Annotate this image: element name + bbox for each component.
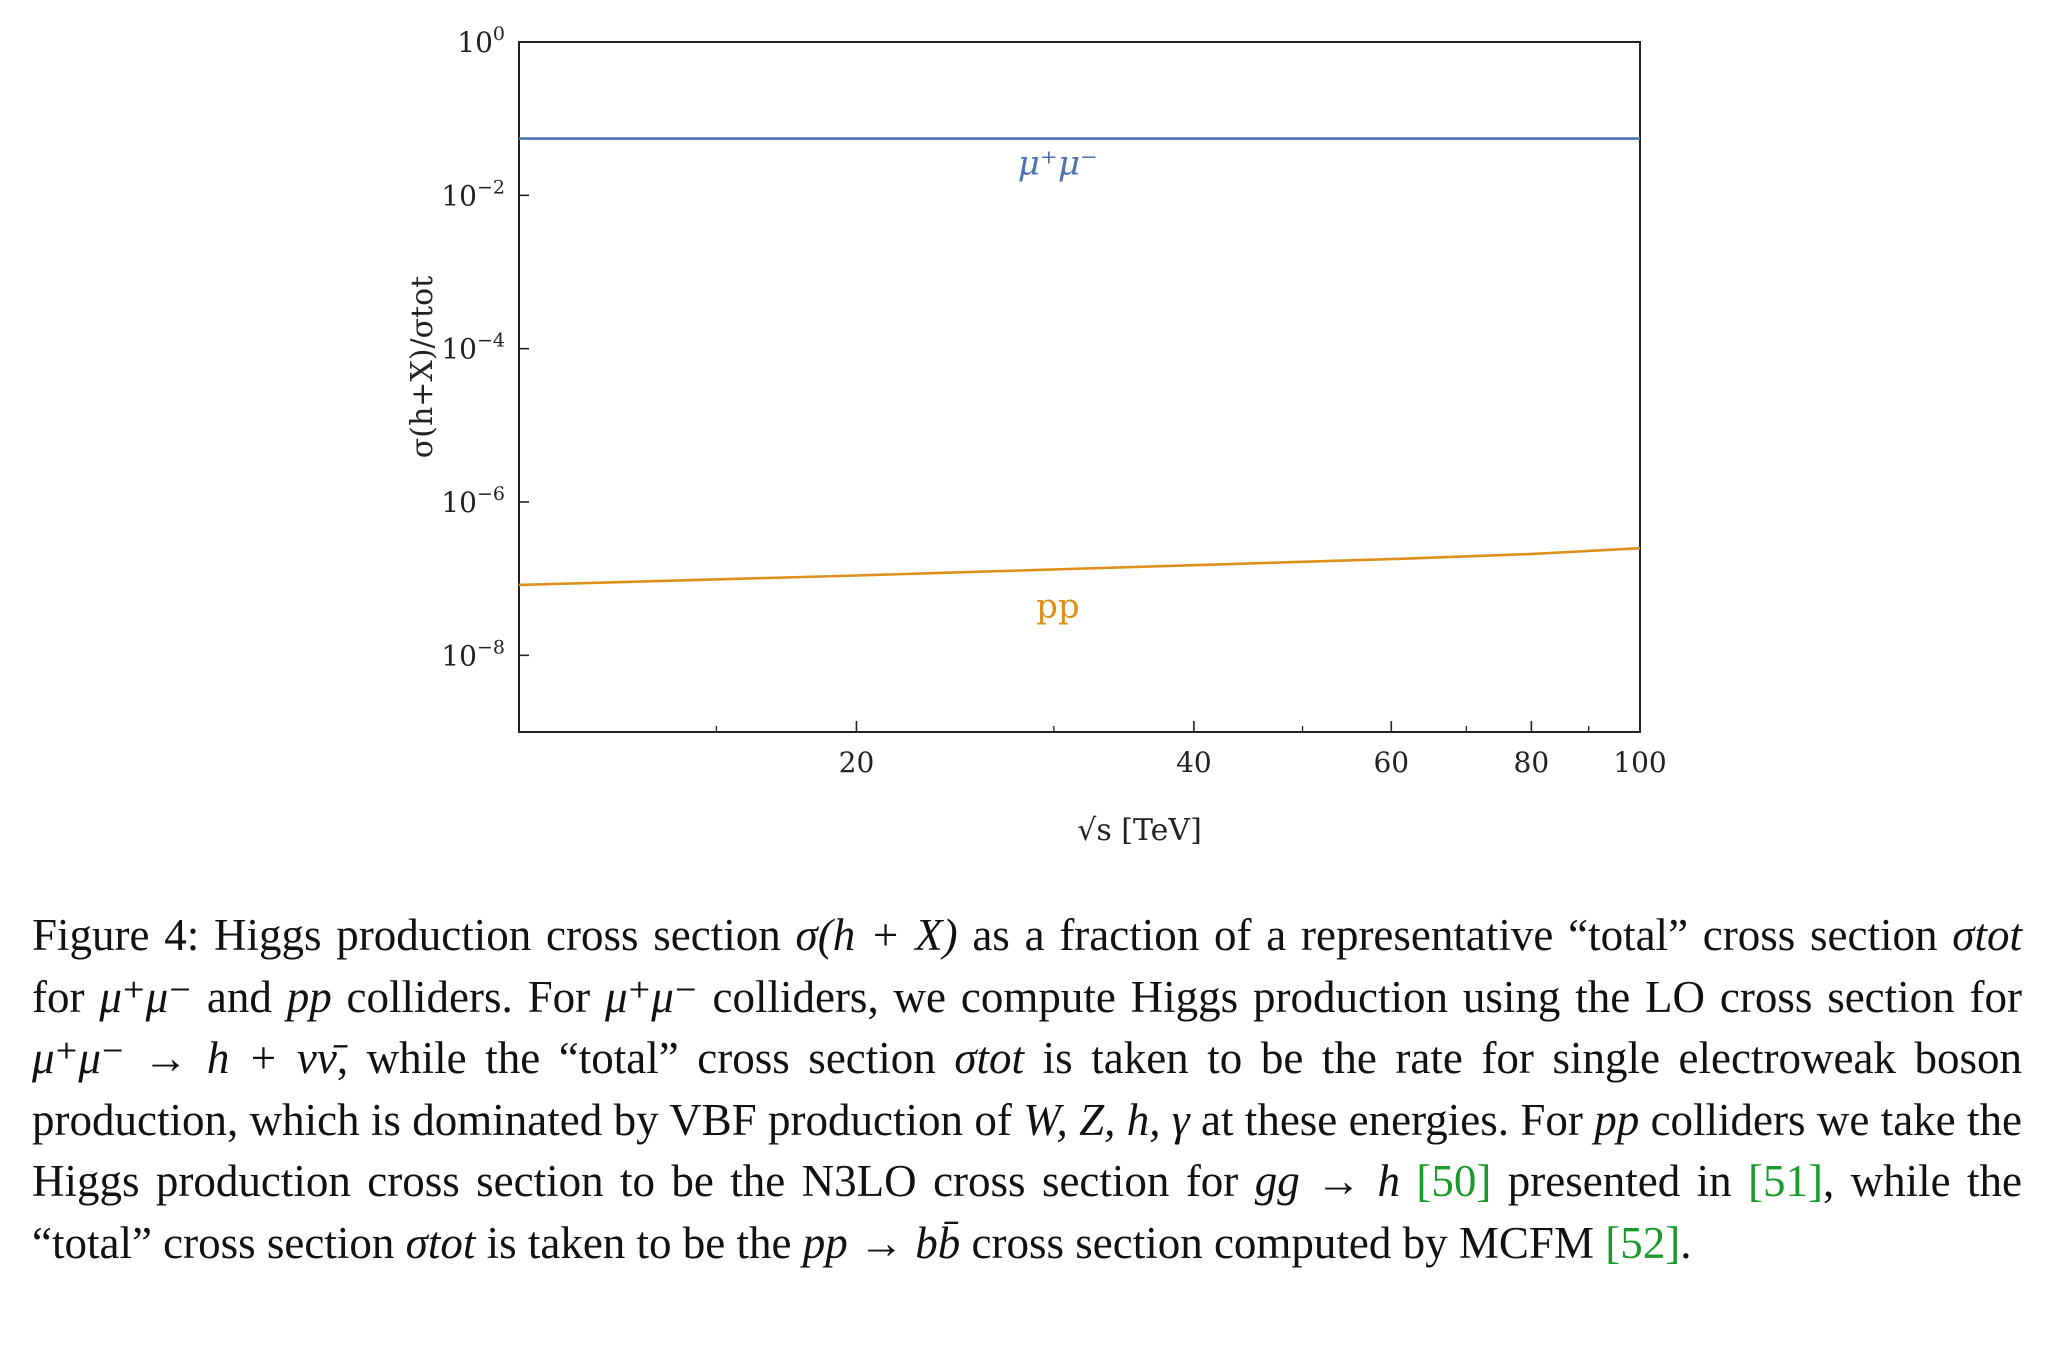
caption-text: presented in [1491, 1156, 1749, 1206]
y-tick-exponent: 0 [493, 23, 505, 45]
caption-text: is taken to be the rate for single elect… [32, 1033, 2023, 1145]
y-tick-label: 10−2 [441, 176, 505, 212]
caption-text: and [192, 971, 287, 1022]
caption-body: Higgs production cross section σ(h + X) … [32, 910, 2022, 1268]
caption-text [1400, 1156, 1416, 1206]
caption-text: cross section computed by MCFM [960, 1217, 1606, 1268]
y-tick-base: 10 [441, 486, 477, 519]
caption-text: . [1680, 1217, 1692, 1268]
caption-text: Higgs production cross section [199, 910, 796, 960]
citation-link[interactable]: [51] [1748, 1156, 1824, 1206]
caption-text: at these energies. For [1189, 1094, 1595, 1145]
caption-math: σtot [1952, 910, 2022, 960]
caption-label: Figure 4: [32, 910, 200, 960]
y-tick-label: 10−8 [441, 636, 505, 672]
y-tick-base: 10 [441, 333, 477, 366]
caption-text: , while the “total” cross section [336, 1033, 955, 1083]
citation-link[interactable]: [52] [1605, 1217, 1681, 1268]
series-label: pp [1036, 586, 1080, 626]
x-axis-title: √s [TeV] [1077, 813, 1202, 848]
caption-math: pp [286, 971, 332, 1022]
y-axis-title: σ(h+X)/σtot [405, 276, 440, 458]
caption-math: W, Z, h, γ [1023, 1094, 1190, 1145]
caption-math: pp → bb̄ [802, 1217, 961, 1268]
plot-frame [518, 41, 1641, 733]
caption-math: μ⁺μ⁻ [99, 971, 193, 1022]
figure-chart: 100 10−2 10−4 10−6 10−8 20 40 60 80 100 √s [TeV] σ(… [405, 23, 1667, 848]
caption-text: for [32, 971, 100, 1022]
y-tick-base: 10 [457, 26, 493, 59]
caption-text: colliders. For [331, 971, 605, 1022]
y-tick-exponent: −4 [477, 330, 505, 352]
x-tick-label: 40 [1176, 746, 1212, 779]
y-tick-base: 10 [441, 179, 477, 212]
x-tick-label: 100 [1613, 746, 1666, 779]
caption-math: μ⁺μ⁻ → h + νν̄ [32, 1033, 337, 1083]
caption-text: , while the “total” cross section [32, 1156, 2023, 1268]
caption-math: pp [1594, 1094, 1640, 1145]
y-tick-exponent: −2 [477, 176, 505, 198]
y-tick-label: 100 [457, 23, 505, 59]
x-tick-label: 60 [1373, 746, 1409, 779]
y-tick-exponent: −8 [477, 636, 505, 658]
caption-text: as a fraction of a representative “total… [957, 910, 1953, 960]
citation-link[interactable]: [50] [1416, 1156, 1492, 1206]
x-tick-label: 80 [1514, 746, 1550, 779]
caption-math: σtot [954, 1033, 1025, 1083]
caption-math: σ(h + X) [795, 910, 958, 960]
caption-text: is taken to be the [475, 1217, 803, 1268]
y-tick-label: 10−4 [441, 330, 505, 366]
y-tick-label: 10−6 [441, 483, 505, 519]
caption-text: colliders we take the Higgs production c… [32, 1094, 2022, 1207]
caption-text: colliders, we compute Higgs production u… [697, 971, 2022, 1022]
caption-math: σtot [405, 1217, 476, 1268]
y-tick-exponent: −6 [477, 483, 505, 505]
series-line-pp [518, 546, 1641, 587]
y-tick-base: 10 [441, 639, 477, 672]
caption-math: gg → h [1254, 1156, 1400, 1206]
series-label: μ⁺μ⁻ [1018, 144, 1098, 184]
figure-caption: Figure 4: Higgs production cross section… [32, 905, 2022, 1274]
x-tick-label: 20 [839, 746, 875, 779]
caption-math: μ⁺μ⁻ [604, 971, 698, 1022]
